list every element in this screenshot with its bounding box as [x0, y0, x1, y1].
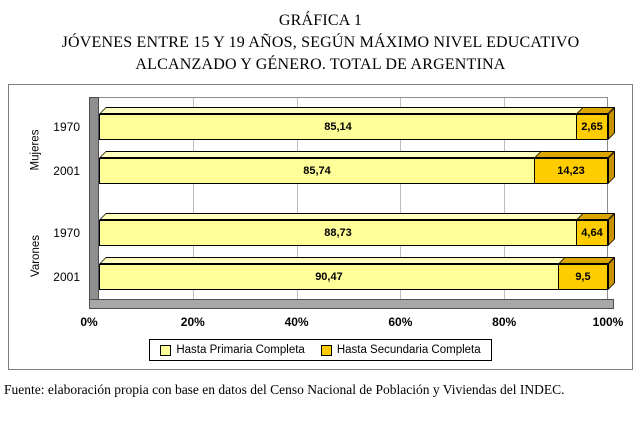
year-label: 1970 — [53, 226, 80, 241]
page: GRÁFICA 1 JÓVENES ENTRE 15 Y 19 AÑOS, SE… — [0, 0, 641, 398]
bar-group-varones: Varones 1970 88,73 4,64 2001 — [9, 203, 632, 309]
x-tick-60: 60% — [388, 315, 413, 330]
bar-row: 1970 88,73 4,64 — [9, 220, 632, 247]
segment-secundaria: 14,23 — [533, 159, 607, 184]
segment-secundaria: 4,64 — [576, 221, 607, 246]
legend: Hasta Primaria Completa Hasta Secundaria… — [149, 339, 492, 362]
gridline-80 — [503, 98, 505, 300]
year-label: 2001 — [53, 164, 80, 179]
chart-title-line1: GRÁFICA 1 — [278, 12, 363, 29]
x-tick-80: 80% — [492, 315, 517, 330]
stacked-bar-varones-2001: 90,47 9,5 — [99, 264, 608, 291]
year-label: 2001 — [53, 270, 80, 285]
legend-swatch-primaria-icon — [160, 344, 172, 356]
gridline-40 — [296, 98, 298, 300]
x-axis: 0% 20% 40% 60% 80% 100% — [80, 313, 623, 333]
bar-row: 2001 90,47 9,5 — [9, 264, 632, 291]
chart-title-line3: ALCANZADO Y GÉNERO. TOTAL DE ARGENTINA — [135, 56, 506, 74]
source-note: Fuente: elaboración propia con base en d… — [4, 382, 565, 398]
plot-floor — [89, 299, 614, 310]
segment-primaria: 85,74 — [100, 159, 534, 184]
bar-row: 2001 85,74 14,23 — [9, 158, 632, 185]
legend-swatch-secundaria-icon — [320, 344, 332, 356]
stacked-bar-mujeres-1970: 85,14 2,65 — [99, 114, 608, 141]
value-label: 90,47 — [315, 271, 343, 284]
segment-primaria: 85,14 — [100, 115, 576, 140]
year-label: 1970 — [53, 120, 80, 135]
group-label-mujeres: Mujeres — [29, 129, 42, 171]
x-tick-100: 100% — [592, 315, 624, 330]
value-label: 4,64 — [581, 227, 603, 240]
x-tick-20: 20% — [180, 315, 205, 330]
stacked-bar-mujeres-2001: 85,74 14,23 — [99, 158, 608, 185]
chart-title-line2: JÓVENES ENTRE 15 Y 19 AÑOS, SEGÚN MÁXIMO… — [61, 34, 580, 52]
plot-background — [89, 97, 614, 310]
value-label: 2,65 — [581, 121, 603, 134]
bar-group-mujeres: Mujeres 1970 85,14 2,65 2001 — [9, 97, 632, 203]
legend-label-secundaria: Hasta Secundaria Completa — [336, 344, 481, 357]
group-label-varones: Varones — [29, 235, 42, 278]
legend-label-primaria: Hasta Primaria Completa — [176, 344, 305, 357]
value-label: 9,5 — [575, 271, 591, 284]
segment-primaria: 90,47 — [100, 265, 558, 290]
segment-secundaria: 2,65 — [576, 115, 607, 140]
value-label: 85,14 — [324, 121, 352, 134]
x-tick-40: 40% — [284, 315, 309, 330]
bar-row: 1970 85,14 2,65 — [9, 114, 632, 141]
value-label: 88,73 — [324, 227, 352, 240]
plot-area: Mujeres 1970 85,14 2,65 2001 — [9, 97, 632, 310]
gridline-20 — [193, 98, 195, 300]
bar-rows: Mujeres 1970 85,14 2,65 2001 — [9, 97, 632, 309]
chart-frame: Mujeres 1970 85,14 2,65 2001 — [8, 84, 633, 371]
value-label: 14,23 — [557, 165, 585, 178]
legend-item-primaria: Hasta Primaria Completa — [160, 344, 305, 357]
value-label: 85,74 — [303, 165, 331, 178]
stacked-bar-varones-1970: 88,73 4,64 — [99, 220, 608, 247]
legend-item-secundaria: Hasta Secundaria Completa — [320, 344, 481, 357]
segment-primaria: 88,73 — [100, 221, 576, 246]
segment-secundaria: 9,5 — [557, 265, 607, 290]
x-tick-0: 0% — [80, 315, 98, 330]
chart-title: GRÁFICA 1 JÓVENES ENTRE 15 Y 19 AÑOS, SE… — [0, 0, 641, 76]
gridline-60 — [400, 98, 402, 300]
